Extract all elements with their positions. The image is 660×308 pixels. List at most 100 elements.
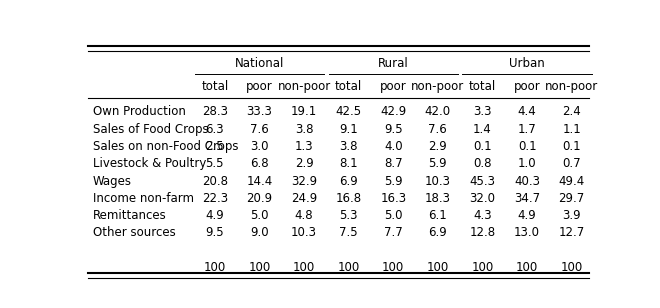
- Text: 100: 100: [337, 261, 360, 274]
- Text: 1.1: 1.1: [562, 123, 581, 136]
- Text: 5.9: 5.9: [384, 175, 403, 188]
- Text: non-poor: non-poor: [545, 80, 599, 93]
- Text: poor: poor: [380, 80, 407, 93]
- Text: 1.4: 1.4: [473, 123, 492, 136]
- Text: 19.1: 19.1: [291, 105, 317, 118]
- Text: 1.0: 1.0: [517, 157, 537, 170]
- Text: 2.5: 2.5: [205, 140, 224, 153]
- Text: 12.7: 12.7: [558, 226, 585, 240]
- Text: 100: 100: [248, 261, 271, 274]
- Text: 24.9: 24.9: [291, 192, 317, 205]
- Text: 0.8: 0.8: [473, 157, 492, 170]
- Text: 45.3: 45.3: [469, 175, 496, 188]
- Text: 100: 100: [560, 261, 583, 274]
- Text: total: total: [201, 80, 228, 93]
- Text: 3.9: 3.9: [562, 209, 581, 222]
- Text: 4.8: 4.8: [295, 209, 313, 222]
- Text: 3.8: 3.8: [295, 123, 313, 136]
- Text: 6.8: 6.8: [250, 157, 269, 170]
- Text: 4.9: 4.9: [517, 209, 537, 222]
- Text: Other sources: Other sources: [92, 226, 176, 240]
- Text: 100: 100: [427, 261, 449, 274]
- Text: 13.0: 13.0: [514, 226, 540, 240]
- Text: Urban: Urban: [510, 57, 545, 70]
- Text: 49.4: 49.4: [558, 175, 585, 188]
- Text: 7.5: 7.5: [339, 226, 358, 240]
- Text: 10.3: 10.3: [291, 226, 317, 240]
- Text: non-poor: non-poor: [411, 80, 465, 93]
- Text: 2.4: 2.4: [562, 105, 581, 118]
- Text: 0.7: 0.7: [562, 157, 581, 170]
- Text: 8.1: 8.1: [339, 157, 358, 170]
- Text: 5.3: 5.3: [339, 209, 358, 222]
- Text: 100: 100: [382, 261, 405, 274]
- Text: 9.5: 9.5: [384, 123, 403, 136]
- Text: 0.1: 0.1: [473, 140, 492, 153]
- Text: 5.9: 5.9: [428, 157, 447, 170]
- Text: 29.7: 29.7: [558, 192, 585, 205]
- Text: Wages: Wages: [92, 175, 132, 188]
- Text: total: total: [335, 80, 362, 93]
- Text: 3.8: 3.8: [339, 140, 358, 153]
- Text: 4.9: 4.9: [205, 209, 224, 222]
- Text: 33.3: 33.3: [246, 105, 273, 118]
- Text: 2.9: 2.9: [428, 140, 447, 153]
- Text: 4.4: 4.4: [517, 105, 537, 118]
- Text: 100: 100: [471, 261, 494, 274]
- Text: 6.1: 6.1: [428, 209, 447, 222]
- Text: 8.7: 8.7: [384, 157, 403, 170]
- Text: 14.4: 14.4: [246, 175, 273, 188]
- Text: 12.8: 12.8: [469, 226, 496, 240]
- Text: 7.6: 7.6: [428, 123, 447, 136]
- Text: 100: 100: [293, 261, 315, 274]
- Text: 32.0: 32.0: [469, 192, 496, 205]
- Text: Remittances: Remittances: [92, 209, 166, 222]
- Text: 42.9: 42.9: [380, 105, 407, 118]
- Text: 9.0: 9.0: [250, 226, 269, 240]
- Text: 1.3: 1.3: [295, 140, 313, 153]
- Text: 100: 100: [204, 261, 226, 274]
- Text: 100: 100: [516, 261, 538, 274]
- Text: 22.3: 22.3: [202, 192, 228, 205]
- Text: 0.1: 0.1: [517, 140, 537, 153]
- Text: 4.0: 4.0: [384, 140, 403, 153]
- Text: Rural: Rural: [378, 57, 409, 70]
- Text: 5.0: 5.0: [250, 209, 269, 222]
- Text: poor: poor: [513, 80, 541, 93]
- Text: 6.9: 6.9: [339, 175, 358, 188]
- Text: 18.3: 18.3: [425, 192, 451, 205]
- Text: 20.8: 20.8: [202, 175, 228, 188]
- Text: 32.9: 32.9: [291, 175, 317, 188]
- Text: 16.3: 16.3: [380, 192, 407, 205]
- Text: 3.0: 3.0: [250, 140, 269, 153]
- Text: Income non-farm: Income non-farm: [92, 192, 194, 205]
- Text: Sales on non-Food Crops: Sales on non-Food Crops: [92, 140, 238, 153]
- Text: 0.1: 0.1: [562, 140, 581, 153]
- Text: 6.3: 6.3: [205, 123, 224, 136]
- Text: Own Production: Own Production: [92, 105, 185, 118]
- Text: 10.3: 10.3: [425, 175, 451, 188]
- Text: 20.9: 20.9: [246, 192, 273, 205]
- Text: 2.9: 2.9: [294, 157, 314, 170]
- Text: 5.0: 5.0: [384, 209, 403, 222]
- Text: National: National: [235, 57, 284, 70]
- Text: 9.5: 9.5: [205, 226, 224, 240]
- Text: non-poor: non-poor: [277, 80, 331, 93]
- Text: 42.0: 42.0: [425, 105, 451, 118]
- Text: Livestock & Poultry: Livestock & Poultry: [92, 157, 206, 170]
- Text: 28.3: 28.3: [202, 105, 228, 118]
- Text: 16.8: 16.8: [335, 192, 362, 205]
- Text: Sales of Food Crops: Sales of Food Crops: [92, 123, 209, 136]
- Text: 42.5: 42.5: [335, 105, 362, 118]
- Text: total: total: [469, 80, 496, 93]
- Text: 9.1: 9.1: [339, 123, 358, 136]
- Text: 40.3: 40.3: [514, 175, 540, 188]
- Text: poor: poor: [246, 80, 273, 93]
- Text: 34.7: 34.7: [514, 192, 540, 205]
- Text: 3.3: 3.3: [473, 105, 492, 118]
- Text: 7.7: 7.7: [384, 226, 403, 240]
- Text: 6.9: 6.9: [428, 226, 447, 240]
- Text: 1.7: 1.7: [517, 123, 537, 136]
- Text: 5.5: 5.5: [205, 157, 224, 170]
- Text: 7.6: 7.6: [250, 123, 269, 136]
